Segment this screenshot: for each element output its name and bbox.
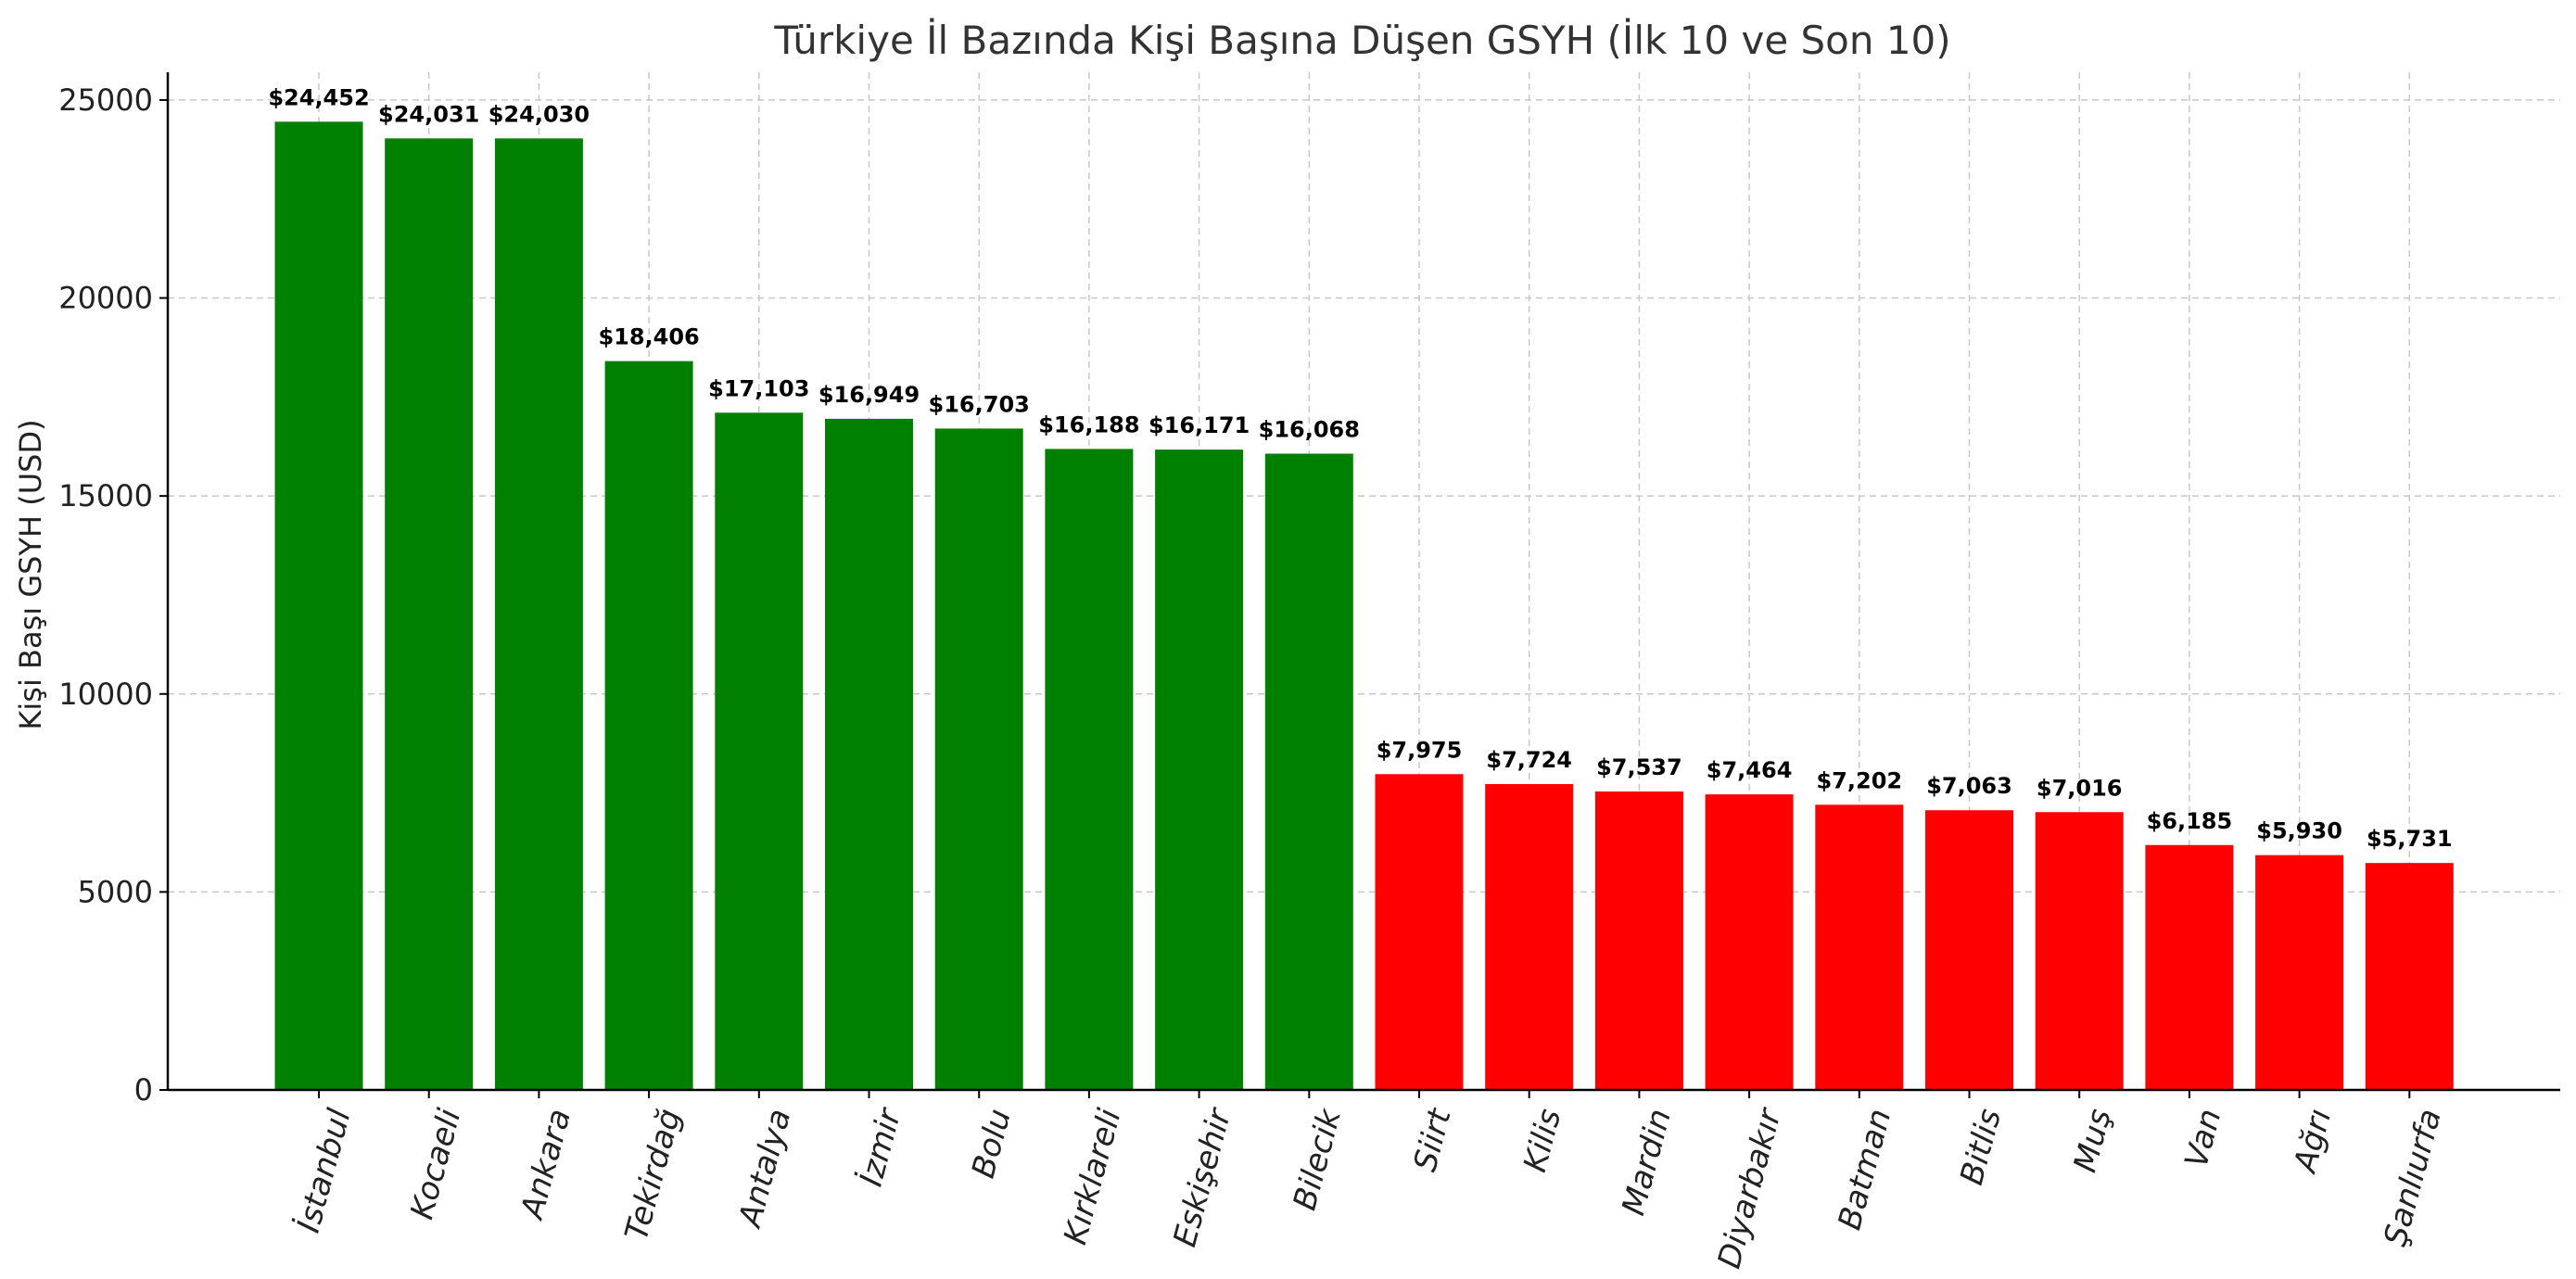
bar [1155, 450, 1244, 1090]
x-axis-ticks: İstanbul Kocaeli Ankara Tekirdağ Antalya İzmi… [290, 1090, 2449, 1273]
x-tick-label: Ağrı [2286, 1105, 2339, 1177]
x-tick-label: Kırklareli [1057, 1105, 1128, 1248]
bar-value-label: $5,731 [2367, 826, 2453, 852]
x-tick-label: Mardin [1615, 1105, 1679, 1219]
x-tick-label: Antalya [731, 1105, 799, 1232]
axes [166, 72, 2560, 1092]
bar [1594, 791, 1683, 1090]
bar-value-label: $16,068 [1259, 417, 1360, 443]
y-tick-label: 0 [134, 1072, 153, 1108]
x-tick-label: Ankara [514, 1105, 578, 1223]
x-tick-label: Şanlıurfa [2377, 1105, 2449, 1249]
x-tick-label: Muş [2066, 1105, 2118, 1176]
x-tick-label: Batman [1831, 1105, 1898, 1234]
x-tick-label: Siirt [1406, 1104, 1459, 1175]
x-tick-label: Bitlis [1953, 1105, 2009, 1188]
bar-value-label: $24,030 [489, 101, 590, 127]
bar-value-label: $16,171 [1148, 412, 1250, 438]
x-tick-label: Bilecik [1287, 1104, 1350, 1214]
bar [2035, 812, 2124, 1090]
bar-value-label: $7,724 [1486, 747, 1572, 773]
bar [274, 121, 363, 1091]
bar-value-label: $5,930 [2256, 818, 2342, 844]
y-axis-label: Kişi Başı GSYH (USD) [13, 419, 48, 729]
chart-title: Türkiye İl Bazında Kişi Başına Düşen GSY… [773, 17, 1950, 63]
bar [2145, 844, 2234, 1090]
y-tick-label: 25000 [58, 82, 153, 118]
bar-value-labels: $24,452 $24,031 $24,030 $18,406 $17,103 $16,9… [268, 84, 2452, 852]
bar-value-label: $18,406 [598, 324, 699, 350]
bar-value-label: $7,537 [1596, 754, 1682, 780]
bar-value-label: $16,703 [929, 391, 1030, 417]
x-tick-label: Diyarbakır [1711, 1103, 1790, 1272]
bar-value-label: $17,103 [708, 375, 809, 401]
x-tick-label: Kocaeli [403, 1105, 468, 1223]
bar-value-label: $24,031 [378, 101, 479, 127]
x-tick-label: Bolu [965, 1105, 1019, 1182]
bar-value-label: $7,464 [1707, 757, 1793, 783]
bar [2255, 855, 2344, 1090]
bar [1815, 804, 1904, 1090]
bar-value-label: $16,188 [1038, 412, 1139, 437]
bar [1705, 794, 1794, 1090]
bar [2365, 863, 2454, 1090]
y-tick-label: 15000 [58, 478, 153, 513]
bar-value-label: $7,016 [2037, 775, 2123, 801]
x-tick-label: İstanbul [290, 1105, 359, 1236]
y-axis-ticks: 0 5000 10000 15000 20000 25000 [58, 82, 168, 1108]
bar [604, 361, 693, 1090]
bars [274, 121, 2454, 1091]
bar-value-label: $7,063 [1926, 773, 2012, 799]
bar-value-label: $24,452 [268, 84, 369, 110]
bar [1925, 810, 2013, 1090]
bar [385, 138, 474, 1090]
bar-value-label: $7,975 [1377, 737, 1463, 763]
bar [1045, 449, 1134, 1090]
bar-value-label: $16,949 [818, 382, 920, 408]
bar [1485, 784, 1574, 1090]
y-tick-label: 20000 [58, 281, 153, 316]
y-tick-label: 10000 [58, 677, 153, 712]
bar-value-label: $7,202 [1816, 767, 1902, 793]
x-tick-label: İzmir [853, 1103, 909, 1190]
bar [825, 418, 913, 1091]
bar [934, 428, 1023, 1090]
bar [1264, 453, 1353, 1090]
bar [715, 412, 804, 1090]
y-tick-label: 5000 [78, 874, 153, 909]
x-tick-label: Van [2177, 1105, 2228, 1171]
x-tick-label: Kilis [1516, 1105, 1568, 1175]
x-tick-label: Tekirdağ [618, 1105, 689, 1244]
bar [1375, 774, 1464, 1090]
x-tick-label: Eskişehir [1166, 1103, 1238, 1250]
bar-value-label: $6,185 [2147, 808, 2233, 834]
bar [494, 138, 583, 1090]
